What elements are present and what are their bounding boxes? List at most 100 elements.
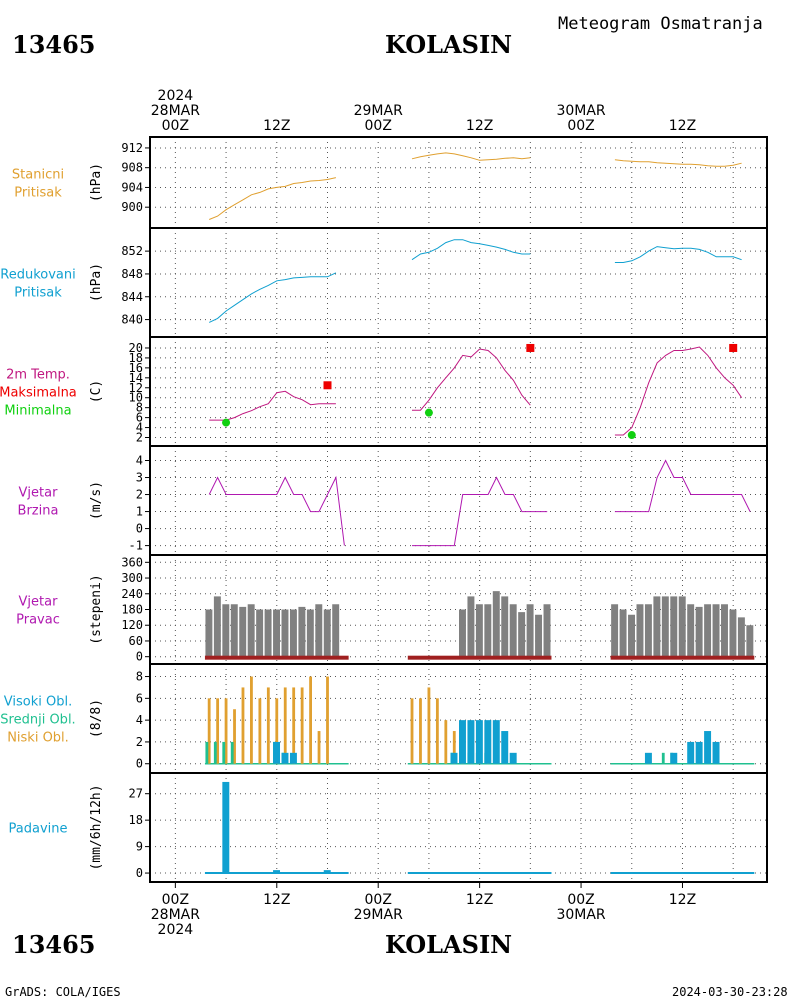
y-tick-label: -1 [129, 539, 143, 553]
time-label-top: 12Z [466, 118, 493, 134]
high-cloud-bar [281, 752, 289, 764]
wind-direction-bar [611, 604, 619, 657]
y-tick-label: 2 [136, 431, 143, 445]
wind-direction-bar [323, 609, 331, 657]
y-tick-label: 10 [129, 391, 143, 405]
time-label-top: 2024 [158, 88, 194, 104]
wind-direction-bar [298, 606, 306, 657]
y-tick-label: 16 [129, 361, 143, 375]
y-tick-label: 8 [136, 670, 143, 684]
series-line [208, 475, 345, 546]
panel-frame [149, 445, 768, 556]
y-tick-label: 12 [129, 381, 143, 395]
wind-direction-bar [670, 596, 678, 657]
low-cloud-bar [224, 698, 228, 764]
y-tick-label: 0 [136, 757, 143, 771]
low-cloud-bar [427, 687, 431, 764]
y-tick-label: 120 [121, 618, 143, 632]
low-cloud-bar [435, 698, 439, 764]
precip-bar [222, 781, 230, 874]
panel-frame [149, 772, 768, 883]
y-tick-label: 3 [136, 471, 143, 485]
wind-direction-bar [256, 609, 264, 657]
series-line [614, 159, 742, 167]
high-cloud-bar [450, 752, 458, 764]
y-tick-label: 14 [129, 371, 143, 385]
wind-direction-bar [247, 604, 255, 657]
high-cloud-bar [459, 720, 466, 764]
high-cloud-bar [670, 752, 678, 764]
y-tick-label: 4 [136, 713, 143, 727]
series-line [412, 348, 531, 411]
low-cloud-bar [216, 698, 220, 764]
time-label-bottom: 00Z [162, 892, 189, 908]
high-cloud-bar [475, 720, 483, 764]
wind-direction-base [204, 655, 349, 660]
y-tick-label: 904 [121, 180, 143, 194]
wind-direction-bar [746, 625, 754, 657]
high-cloud-bar [695, 741, 703, 764]
wind-direction-bar [729, 609, 737, 657]
wind-direction-bar [289, 609, 297, 657]
y-axis-label: (mm/6h/12h) [89, 784, 104, 870]
wind-direction-bar [281, 609, 289, 657]
time-label-bottom: 2024 [158, 922, 194, 938]
y-tick-label: 6 [136, 691, 143, 705]
min-temp-marker [424, 408, 433, 417]
wind-direction-bar [687, 604, 695, 657]
panel-frame [149, 136, 768, 229]
y-tick-label: 18 [129, 813, 143, 827]
wind-direction-bar [222, 604, 230, 657]
y-tick-label: 844 [121, 290, 143, 304]
high-cloud-bar [289, 752, 297, 764]
panel-label: Visoki Obl. [4, 695, 72, 710]
wind-direction-bar [543, 604, 551, 657]
time-label-bottom: 12Z [263, 892, 290, 908]
panel-label: Stanicni [12, 168, 64, 183]
wind-direction-base [610, 655, 755, 660]
panel-label: Vjetar [19, 486, 59, 501]
credit-text: GrADS: COLA/IGES [5, 985, 121, 999]
y-axis-label: (m/s) [89, 481, 104, 520]
mid-cloud-bar [230, 741, 234, 764]
high-cloud-bar [501, 731, 509, 764]
wind-direction-bar [704, 604, 712, 657]
series-line [208, 272, 337, 323]
wind-direction-bar [526, 604, 534, 657]
time-label-top: 29MAR [354, 103, 403, 119]
y-tick-label: 912 [121, 141, 143, 155]
high-cloud-bar [484, 720, 492, 764]
panels: 900904908912(hPa)StanicniPritisak8408448… [0, 136, 768, 883]
time-label-bottom: 00Z [567, 892, 594, 908]
low-cloud-bar [309, 676, 312, 764]
series-line [614, 346, 743, 436]
panel-label: Srednji Obl. [0, 713, 75, 728]
precip-bar [273, 870, 281, 874]
low-cloud-bar [452, 731, 456, 764]
panel-frame [149, 227, 768, 338]
wind-direction-bar [315, 604, 323, 657]
panel-reduced_pressure: 840 844 848 852 (hPa) Redukovani Pritisak [0, 227, 768, 338]
y-tick-label: 6 [136, 411, 143, 425]
y-tick-label: 27 [129, 787, 143, 801]
panel-label: Vjetar [19, 595, 59, 610]
wind-direction-bar [501, 596, 509, 657]
series-line [411, 239, 531, 261]
station-id-top: 13465 [12, 30, 96, 59]
series-line [209, 177, 337, 220]
high-cloud-bar [704, 731, 712, 764]
panel-label: Pritisak [14, 186, 62, 201]
low-cloud-bar [326, 676, 329, 764]
y-tick-label: 4 [136, 421, 143, 435]
generated-timestamp: 2024-03-30-23:28 [672, 985, 788, 999]
y-tick-label: 9 [136, 840, 143, 854]
high-cloud-bar [687, 741, 695, 764]
mid-cloud-bar [213, 741, 217, 764]
low-cloud-bar [207, 698, 211, 764]
wind-direction-bar [484, 604, 492, 657]
time-label-top: 30MAR [556, 103, 605, 119]
low-cloud-bar [233, 709, 236, 764]
low-cloud-bar [292, 687, 296, 764]
y-tick-label: 20 [129, 341, 143, 355]
